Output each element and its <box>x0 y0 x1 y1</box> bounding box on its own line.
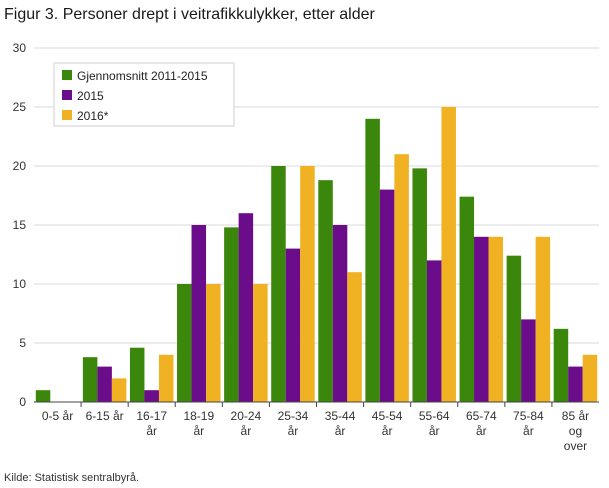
x-tick-label: 25-34 år <box>278 409 309 438</box>
bar <box>332 225 348 402</box>
bar <box>426 260 442 402</box>
bars <box>35 107 598 403</box>
y-axis-ticks: 0 5 10 15 20 25 30 <box>13 41 27 409</box>
legend-swatch <box>62 90 72 100</box>
bar <box>347 272 362 402</box>
bar <box>553 328 569 402</box>
bar <box>191 225 207 402</box>
y-tick-label: 20 <box>13 159 27 173</box>
x-tick-label: 65-74 år <box>466 409 497 438</box>
bar <box>224 227 239 402</box>
x-tick-label: 20-24 år <box>231 409 262 438</box>
x-tick-label: 85 år og over <box>562 409 589 453</box>
grid-lines <box>34 47 599 344</box>
legend: Gjennomsnitt 2011-2015 2015 2016* <box>53 62 235 127</box>
bar <box>535 236 551 402</box>
legend-swatch <box>62 110 72 120</box>
x-tick-label: 0-5 år <box>42 409 73 423</box>
bar <box>271 166 286 402</box>
bar <box>144 390 159 402</box>
bar <box>365 118 380 403</box>
y-tick-label: 15 <box>13 218 27 232</box>
bar <box>488 236 504 402</box>
bar <box>285 248 301 402</box>
bar <box>238 213 254 402</box>
bar <box>111 378 127 402</box>
legend-label: Gjennomsnitt 2011-2015 <box>77 69 208 83</box>
x-tick-label: 55-64 år <box>419 409 450 438</box>
y-tick-label: 0 <box>19 395 26 409</box>
x-tick-label: 35-44 år <box>325 409 356 438</box>
legend-label: 2016* <box>77 109 109 123</box>
x-tick-label: 18-19 år <box>183 409 214 438</box>
x-axis: 0-5 år 6-15 år 16-17 år 18-19 år 20-24 år 25-34 å… <box>34 401 599 453</box>
y-tick-label: 30 <box>13 41 27 55</box>
legend-label: 2015 <box>77 89 104 103</box>
bar <box>158 354 174 402</box>
x-tick-label: 45-54 år <box>372 409 403 438</box>
y-tick-label: 10 <box>13 277 27 291</box>
legend-box <box>53 62 235 127</box>
bar <box>459 196 475 402</box>
bar <box>412 168 427 402</box>
chart-title: Figur 3. Personer drept i veitrafikkulyk… <box>4 6 375 23</box>
legend-swatch <box>62 70 72 80</box>
x-tick-label: 16-17 år <box>136 409 167 438</box>
x-tick-label: 75-84 år <box>513 409 544 438</box>
bar <box>206 284 221 402</box>
bar <box>129 347 145 402</box>
bar <box>177 284 192 402</box>
bar <box>582 354 598 402</box>
bar <box>300 166 315 402</box>
bar <box>318 180 333 402</box>
y-tick-label: 5 <box>19 336 26 350</box>
y-tick-label: 25 <box>13 100 27 114</box>
bar <box>521 319 536 402</box>
bar <box>441 107 456 402</box>
bar <box>474 236 489 402</box>
bar <box>394 154 409 402</box>
bar <box>253 284 268 402</box>
bar <box>379 189 395 402</box>
bar <box>35 390 51 402</box>
bar <box>506 255 522 402</box>
bar <box>82 357 98 402</box>
x-tick-label: 6-15 år <box>86 409 124 423</box>
bar <box>97 366 112 402</box>
source-note: Kilde: Statistisk sentralbyrå. <box>4 472 140 484</box>
bar <box>568 366 583 402</box>
